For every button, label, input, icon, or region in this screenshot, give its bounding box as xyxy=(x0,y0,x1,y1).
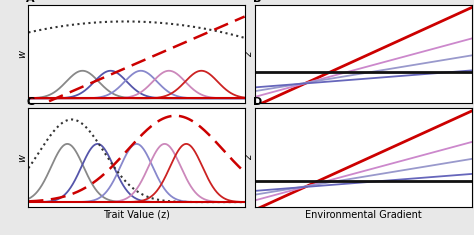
Y-axis label: z: z xyxy=(244,155,254,160)
Text: D: D xyxy=(253,97,263,107)
Y-axis label: z: z xyxy=(244,51,254,57)
Y-axis label: w: w xyxy=(17,50,27,58)
Text: B: B xyxy=(253,0,262,4)
X-axis label: Environmental Gradient: Environmental Gradient xyxy=(305,210,422,219)
Text: C: C xyxy=(26,97,35,107)
Text: A: A xyxy=(26,0,35,4)
X-axis label: Trait Value (z): Trait Value (z) xyxy=(103,210,170,219)
Y-axis label: w: w xyxy=(17,153,27,161)
